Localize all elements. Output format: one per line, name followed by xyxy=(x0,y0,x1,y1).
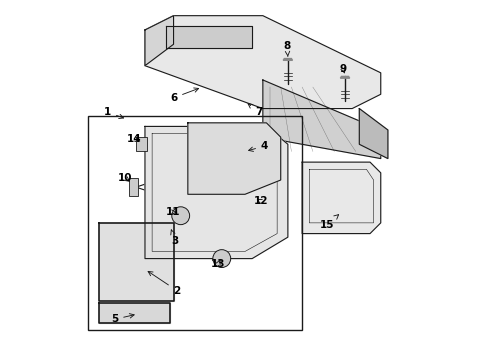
Polygon shape xyxy=(145,16,381,109)
Text: 13: 13 xyxy=(211,259,225,269)
Text: 4: 4 xyxy=(248,141,269,152)
Bar xyxy=(88,116,302,330)
Polygon shape xyxy=(188,123,281,194)
Text: 5: 5 xyxy=(111,314,134,324)
Circle shape xyxy=(172,207,190,225)
Text: 8: 8 xyxy=(284,41,291,57)
Polygon shape xyxy=(359,109,388,158)
Bar xyxy=(129,178,138,196)
Bar xyxy=(136,137,147,152)
Text: 1: 1 xyxy=(104,107,123,118)
Text: 9: 9 xyxy=(340,64,347,74)
Polygon shape xyxy=(283,59,293,60)
Text: 11: 11 xyxy=(166,207,181,217)
Polygon shape xyxy=(167,26,252,48)
Polygon shape xyxy=(263,80,381,158)
Polygon shape xyxy=(145,16,173,66)
Text: 14: 14 xyxy=(127,134,142,144)
Text: 6: 6 xyxy=(170,88,198,103)
Polygon shape xyxy=(98,223,173,301)
Polygon shape xyxy=(341,76,350,78)
Text: 7: 7 xyxy=(248,104,263,117)
Text: 10: 10 xyxy=(118,173,133,183)
Text: 2: 2 xyxy=(148,271,181,296)
Polygon shape xyxy=(98,303,170,323)
Circle shape xyxy=(213,249,231,267)
Text: 12: 12 xyxy=(254,197,269,206)
Polygon shape xyxy=(145,126,288,258)
Text: 3: 3 xyxy=(171,230,179,246)
Text: 15: 15 xyxy=(320,215,339,230)
Polygon shape xyxy=(302,162,381,234)
